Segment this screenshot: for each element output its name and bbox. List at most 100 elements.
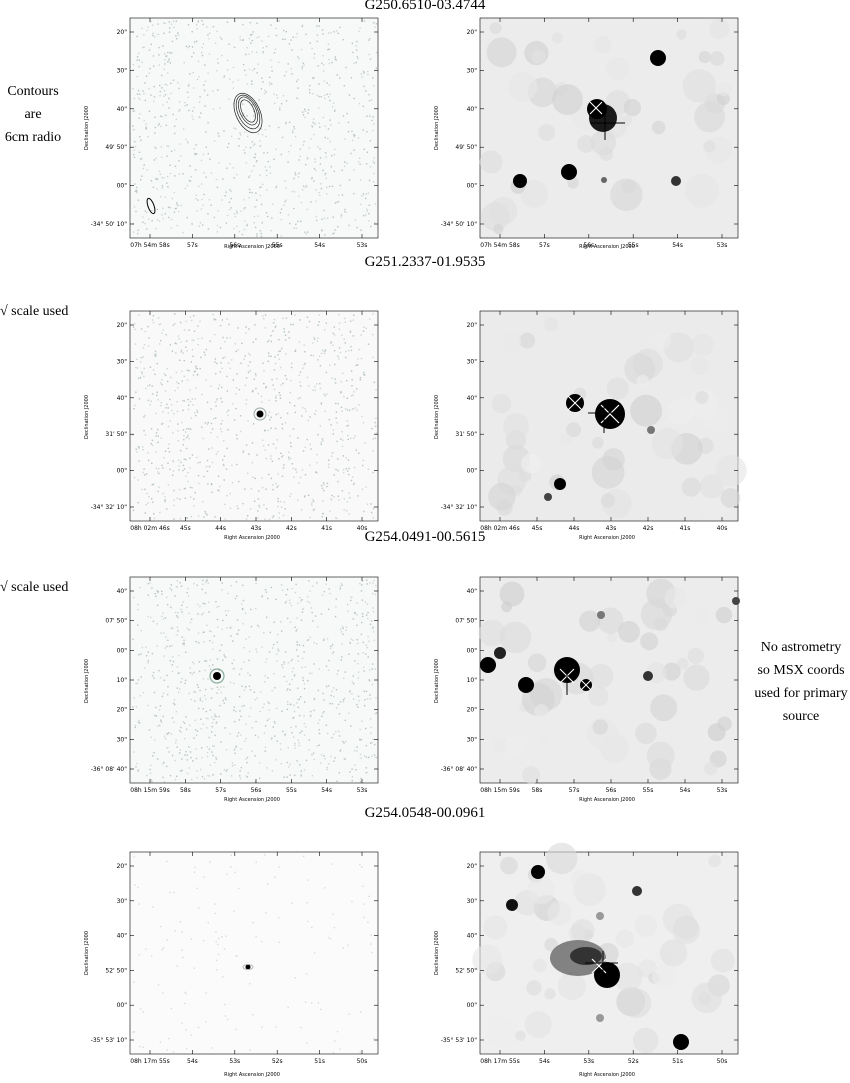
noise-dot <box>280 218 282 221</box>
noise-dot <box>294 747 296 749</box>
noise-dot <box>275 400 277 402</box>
noise-dot <box>144 667 146 669</box>
noise-dot <box>206 755 209 758</box>
noise-dot <box>177 386 179 389</box>
noise-dot <box>314 413 316 415</box>
noise-blotch <box>613 962 643 992</box>
noise-dot <box>286 689 288 691</box>
noise-dot <box>241 705 243 708</box>
noise-dot <box>152 620 155 623</box>
noise-dot <box>173 703 176 706</box>
noise-dot <box>285 594 288 596</box>
noise-dot <box>257 510 259 512</box>
noise-dot <box>150 764 152 767</box>
noise-dot <box>235 955 237 957</box>
noise-dot <box>372 116 374 118</box>
noise-dot <box>316 461 318 464</box>
noise-dot <box>266 215 269 218</box>
noise-dot <box>290 144 292 147</box>
noise-dot <box>179 321 182 324</box>
noise-dot <box>287 150 290 153</box>
noise-dot <box>335 730 337 733</box>
noise-dot <box>342 947 344 949</box>
noise-blotch <box>624 353 656 385</box>
y-axis-title: Declination J2000 <box>84 659 90 703</box>
noise-dot <box>158 170 161 173</box>
noise-dot <box>280 630 283 632</box>
noise-dot <box>185 517 187 519</box>
noise-dot <box>317 65 319 67</box>
noise-dot <box>349 409 351 411</box>
noise-dot <box>287 214 290 216</box>
noise-dot <box>191 454 194 456</box>
noise-dot <box>339 184 341 187</box>
noise-dot <box>161 464 163 467</box>
noise-dot <box>210 172 213 174</box>
noise-dot <box>132 596 135 599</box>
noise-dot <box>304 110 306 112</box>
noise-dot <box>182 721 185 723</box>
sources <box>513 50 681 188</box>
noise-dot <box>219 324 222 327</box>
noise-dot <box>369 140 372 142</box>
noise-dot <box>142 46 144 49</box>
noise-dot <box>332 687 335 689</box>
noise-dot <box>274 369 276 371</box>
noise-dot <box>303 185 305 187</box>
noise-dot <box>220 691 223 694</box>
noise-dot <box>157 124 159 127</box>
noise-dot <box>373 579 375 582</box>
noise-dot <box>261 40 263 42</box>
noise-dot <box>286 412 289 415</box>
noise-dot <box>151 209 153 212</box>
noise-dot <box>326 82 328 84</box>
noise-dot <box>207 121 209 124</box>
noise-dot <box>166 732 168 735</box>
noise-dot <box>353 482 355 485</box>
noise-dot <box>368 179 371 182</box>
noise-dot <box>362 459 364 462</box>
x-tick-label: 50s <box>357 1058 368 1065</box>
noise-dot <box>254 153 257 155</box>
noise-dot <box>298 714 301 717</box>
noise-dot <box>187 595 190 597</box>
noise-dot <box>162 329 164 331</box>
noise-dot <box>297 660 299 662</box>
noise-dot <box>334 757 336 759</box>
noise-dot <box>262 81 264 83</box>
noise-dot <box>159 173 162 175</box>
noise-blotch <box>520 179 549 208</box>
noise-dot <box>323 755 325 757</box>
noise-dot <box>185 750 187 753</box>
y-tick-label: -36° 08' 40" <box>91 766 128 773</box>
noise-dot <box>341 490 344 492</box>
noise-dot <box>307 680 309 682</box>
noise-dot <box>145 123 147 125</box>
x-tick-label: 54s <box>680 787 691 794</box>
noise-dot <box>279 397 282 399</box>
x-tick-label: 53s <box>229 1058 240 1065</box>
noise-dot <box>191 339 193 341</box>
noise-dot <box>219 649 221 652</box>
noise-dot <box>251 83 253 85</box>
noise-dot <box>297 437 299 439</box>
noise-dot <box>194 365 197 367</box>
noise-dot <box>161 74 163 77</box>
noise-dot <box>285 378 288 380</box>
noise-dot <box>258 133 260 135</box>
source-blob <box>650 50 666 66</box>
noise-dot <box>263 504 265 506</box>
noise-dot <box>251 727 253 729</box>
noise-dot <box>258 111 260 113</box>
noise-dot <box>334 382 337 384</box>
noise-dot <box>206 580 208 582</box>
noise-dot <box>374 425 377 428</box>
noise-dot <box>175 343 178 345</box>
noise-dot <box>278 338 280 341</box>
noise-dot <box>160 196 162 198</box>
noise-dot <box>309 590 311 592</box>
noise-dot <box>164 212 167 215</box>
noise-dot <box>266 189 268 191</box>
noise-dot <box>200 718 202 720</box>
noise-dot <box>256 697 258 699</box>
